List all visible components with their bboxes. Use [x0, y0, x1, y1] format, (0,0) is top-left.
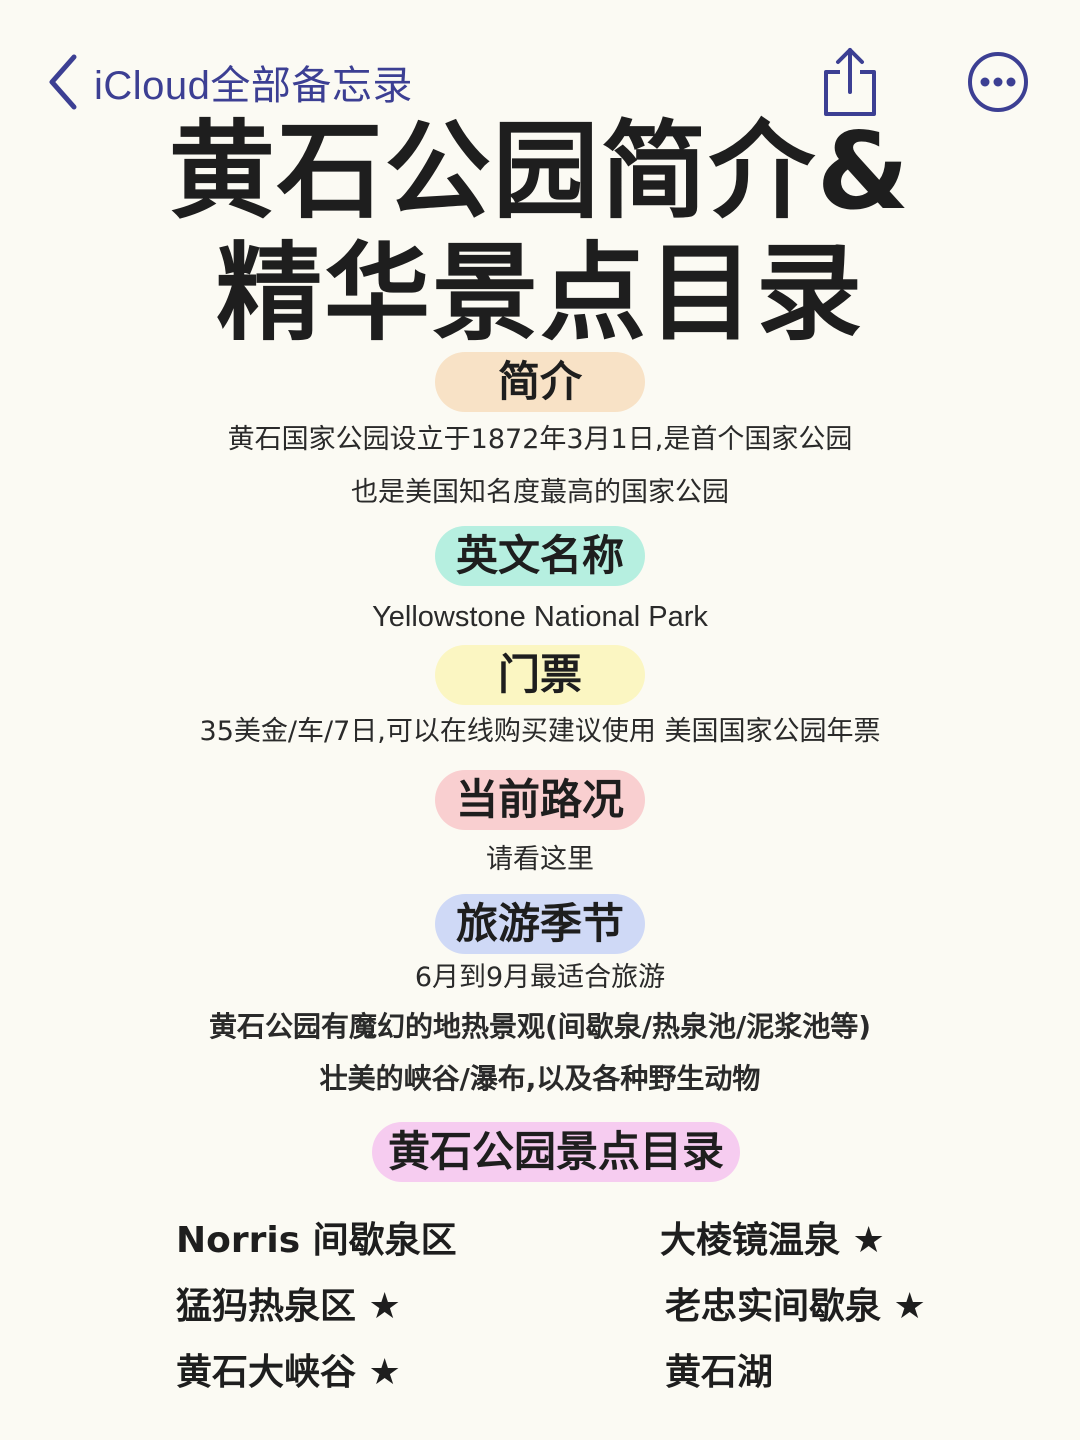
- attraction-item: Norris 间歇泉区: [176, 1220, 457, 1261]
- attraction-item: 黄石大峡谷 ★: [176, 1352, 401, 1393]
- back-label: iCloud全部备忘录: [94, 64, 413, 108]
- attraction-item: 黄石湖: [665, 1352, 774, 1393]
- road-section-header: 当前路况: [0, 770, 1080, 830]
- more-button[interactable]: [966, 50, 1030, 114]
- chevron-left-icon: [46, 53, 80, 111]
- season-section-header: 旅游季节: [0, 894, 1080, 954]
- english-name-label: 英文名称: [435, 526, 645, 586]
- ticket-label: 门票: [435, 645, 645, 705]
- attractions-label: 黄石公园景点目录: [372, 1122, 740, 1182]
- page-title-line2: 精华景点目录: [216, 232, 864, 355]
- season-line-2: 黄石公园有魔幻的地热景观(间歇泉/热泉池/泥浆池等): [208, 1010, 872, 1043]
- season-label: 旅游季节: [435, 894, 645, 954]
- attraction-item: 老忠实间歇泉 ★: [665, 1286, 926, 1327]
- attractions-section-header: 黄石公园景点目录: [0, 1122, 1080, 1182]
- intro-section-header: 简介: [0, 352, 1080, 412]
- attraction-item: 大棱镜温泉 ★: [660, 1220, 885, 1261]
- page-title-line1: 黄石公园简介&: [168, 110, 912, 233]
- share-button[interactable]: [818, 46, 882, 118]
- share-icon: [818, 48, 882, 122]
- road-link[interactable]: 请看这里: [486, 844, 594, 875]
- intro-line-1: 黄石国家公园设立于1872年3月1日,是首个国家公园: [227, 424, 853, 455]
- season-line-3: 壮美的峡谷/瀑布,以及各种野生动物: [319, 1062, 761, 1095]
- ticket-value: 35美金/车/7日,可以在线购买建议使用 美国国家公园年票: [199, 716, 881, 747]
- more-icon: [966, 52, 1030, 118]
- road-label: 当前路况: [435, 770, 645, 830]
- english-name-section-header: 英文名称: [0, 526, 1080, 586]
- attraction-item: 猛犸热泉区 ★: [176, 1286, 401, 1327]
- back-button[interactable]: iCloud全部备忘录: [46, 52, 413, 112]
- intro-line-2: 也是美国知名度蕞高的国家公园: [351, 477, 729, 508]
- season-line-1: 6月到9月最适合旅游: [414, 962, 666, 993]
- ticket-section-header: 门票: [0, 645, 1080, 705]
- english-name-value: Yellowstone National Park: [372, 601, 708, 633]
- intro-label: 简介: [435, 352, 645, 412]
